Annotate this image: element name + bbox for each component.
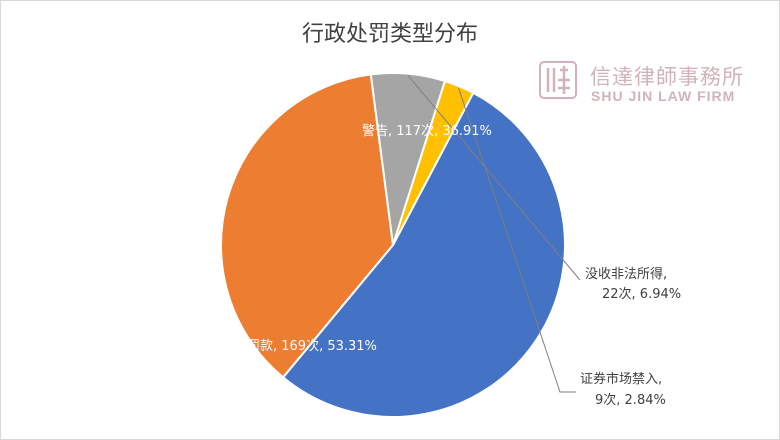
leader-line-market-ban <box>458 88 576 393</box>
seal-logo-icon <box>539 61 577 99</box>
label-market-ban-line2: 9次, 2.84% <box>595 392 666 408</box>
label-market-ban-line1: 证券市场禁入, <box>580 371 662 387</box>
firm-name-en: SHU JIN LAW FIRM <box>591 88 736 104</box>
slice-warning <box>219 73 395 379</box>
slice-fine <box>281 91 566 418</box>
chart-title: 行政处罚类型分布 <box>301 22 478 47</box>
slice-market-ban <box>392 79 475 246</box>
label-confiscation-line2: 22次, 6.94% <box>602 286 681 302</box>
firm-name-zh: 信達律師事務所 <box>590 65 744 89</box>
label-warning: 警告, 117次, 36.91% <box>362 123 492 139</box>
law-firm-watermark: 信達律師事務所 SHU JIN LAW FIRM <box>538 60 778 110</box>
label-confiscation-line1: 没收非法所得, <box>585 266 667 282</box>
label-fine: 罚款, 169次, 53.31% <box>247 338 377 354</box>
leader-line-confiscation <box>407 75 581 281</box>
